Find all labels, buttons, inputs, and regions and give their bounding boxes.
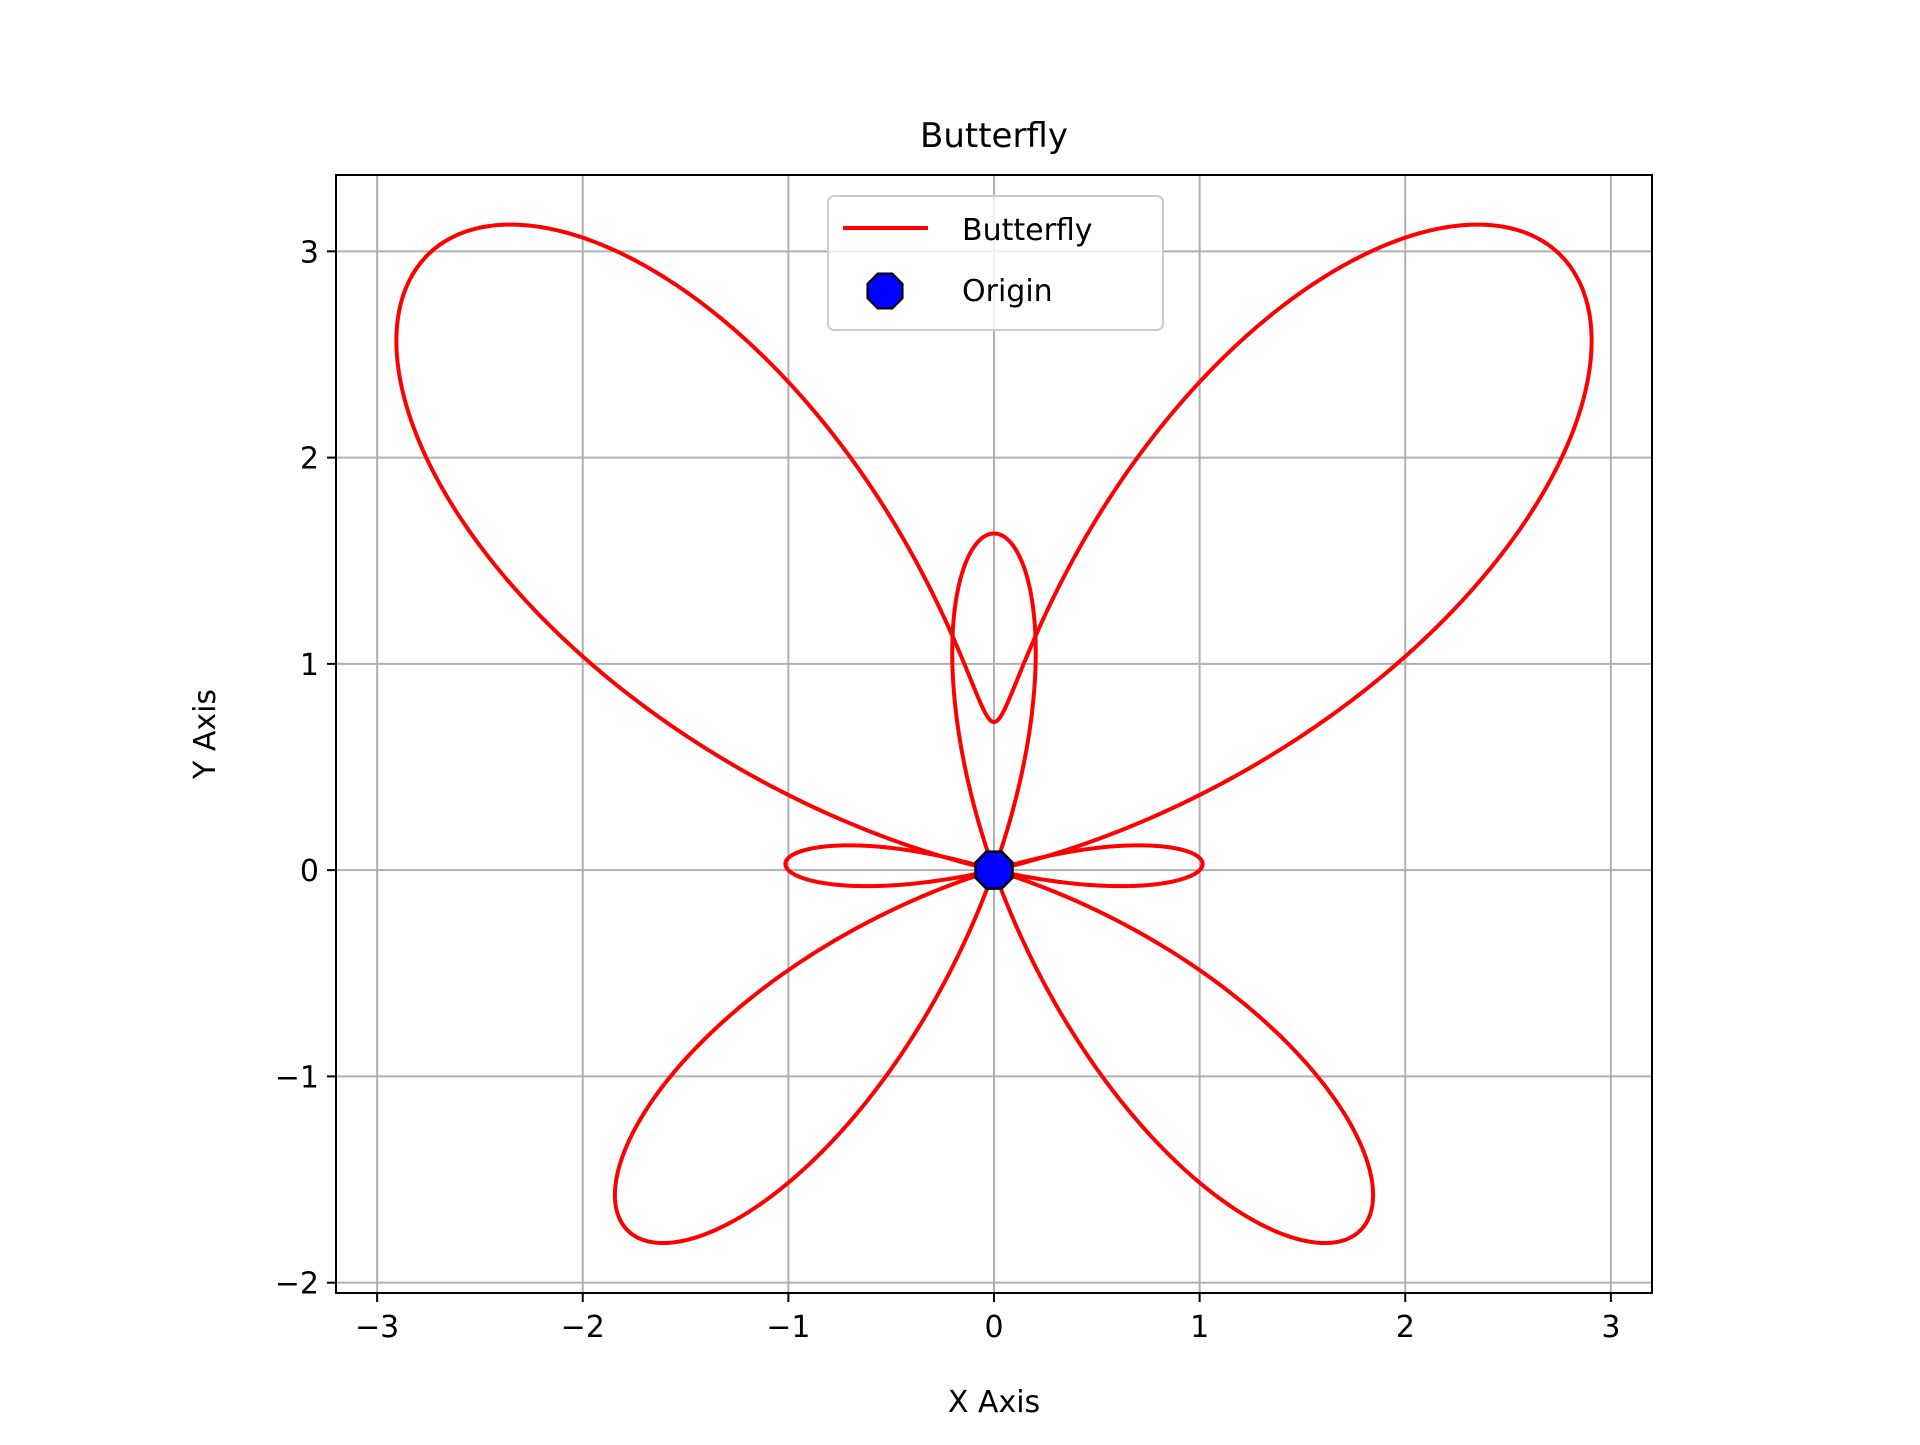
y-axis-label: Y Axis: [188, 689, 223, 780]
x-tick-label: −2: [561, 1310, 605, 1345]
axis-ticks: −3 −2 −1 0 1 2 3 −2 −1 0 1 2 3: [275, 235, 1621, 1345]
x-tick-label: 3: [1601, 1310, 1620, 1345]
origin-marker: [974, 850, 1014, 890]
legend-marker-origin: [866, 272, 904, 310]
plot-area: [394, 222, 1594, 1246]
y-tick-label: −2: [275, 1267, 319, 1302]
chart-title: Butterfly: [920, 116, 1068, 156]
y-tick-label: 3: [300, 235, 319, 270]
x-tick-label: −3: [355, 1310, 399, 1345]
x-axis-label: X Axis: [948, 1385, 1040, 1420]
y-tick-label: 2: [300, 442, 319, 477]
legend-label-butterfly: Butterfly: [962, 213, 1093, 248]
y-tick-label: 1: [300, 648, 319, 683]
legend-label-origin: Origin: [962, 274, 1053, 309]
y-tick-label: −1: [275, 1060, 319, 1095]
x-tick-label: 2: [1396, 1310, 1415, 1345]
x-tick-label: −1: [766, 1310, 810, 1345]
legend: Butterfly Origin: [827, 195, 1164, 331]
y-tick-label: 0: [300, 854, 319, 889]
butterfly-curve: [394, 222, 1594, 1246]
x-tick-label: 0: [984, 1310, 1003, 1345]
x-tick-label: 1: [1190, 1310, 1209, 1345]
